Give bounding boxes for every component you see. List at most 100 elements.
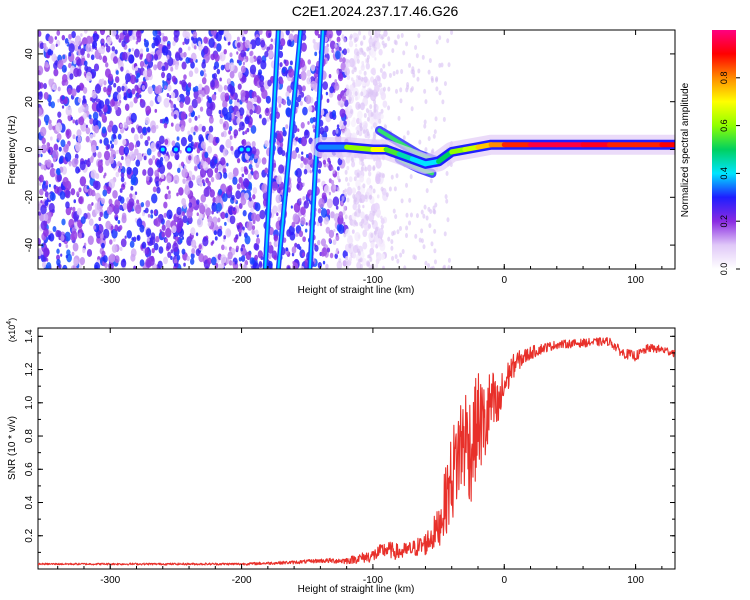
noise-speck <box>188 170 193 178</box>
noise-speck <box>337 41 341 47</box>
noise-speck <box>323 216 329 225</box>
noise-speck <box>279 142 284 148</box>
noise-speck <box>236 157 241 164</box>
noise-speck <box>210 30 217 36</box>
noise-speck <box>217 217 221 223</box>
noise-speck <box>115 171 120 178</box>
noise-speck <box>112 154 116 158</box>
noise-speck <box>326 98 330 103</box>
noise-speck <box>390 245 394 251</box>
noise-speck <box>85 124 89 129</box>
noise-speck <box>374 202 380 211</box>
noise-speck <box>352 203 357 211</box>
noise-speck <box>239 121 245 131</box>
noise-speck <box>422 244 426 250</box>
noise-speck <box>253 96 258 103</box>
noise-speck <box>227 78 230 83</box>
noise-speck <box>423 119 427 125</box>
noise-speck <box>154 217 161 227</box>
noise-speck <box>169 94 172 99</box>
noise-speck <box>44 191 49 198</box>
snr-y-ticks: 0.2 0.4 0.6 0.8 1.0 1.2 1.4 <box>24 329 675 553</box>
noise-speck <box>41 137 46 145</box>
noise-speck <box>85 127 91 135</box>
noise-speck <box>343 99 349 107</box>
noise-speck <box>242 61 245 66</box>
noise-speck <box>249 56 255 64</box>
noise-speck <box>430 77 434 83</box>
noise-speck <box>375 226 379 232</box>
noise-speck <box>38 70 41 76</box>
noise-speck <box>246 221 253 231</box>
noise-speck <box>373 230 377 236</box>
noise-speck <box>328 229 335 239</box>
noise-speck <box>136 78 139 83</box>
noise-speck <box>198 202 204 211</box>
noise-speck <box>51 78 54 83</box>
noise-speck <box>103 185 107 190</box>
noise-speck <box>207 133 214 143</box>
noise-speck <box>278 103 282 108</box>
noise-speck <box>345 176 349 182</box>
noise-speck <box>329 34 332 39</box>
noise-speck <box>115 70 119 75</box>
noise-speck <box>178 93 185 104</box>
noise-speck <box>216 43 222 52</box>
noise-speck <box>250 125 257 134</box>
noise-speck <box>310 80 317 91</box>
noise-speck <box>332 168 336 174</box>
noise-speck <box>135 204 142 215</box>
noise-speck <box>219 51 226 62</box>
noise-speck <box>48 183 51 188</box>
noise-speck <box>126 166 132 175</box>
noise-speck <box>46 142 50 148</box>
noise-speck <box>48 35 54 44</box>
noise-speck <box>42 180 46 186</box>
noise-speck <box>246 127 250 133</box>
noise-speck <box>99 139 103 144</box>
noise-speck <box>102 189 108 197</box>
noise-speck <box>312 38 316 44</box>
noise-speck <box>428 58 432 64</box>
noise-speck <box>251 141 256 148</box>
noise-speck <box>98 216 102 222</box>
noise-speck <box>243 30 249 35</box>
noise-speck <box>244 59 247 63</box>
noise-speck <box>188 70 194 78</box>
noise-speck <box>116 93 122 101</box>
noise-speck <box>260 59 267 70</box>
spectral-blob-core <box>173 147 178 152</box>
noise-speck <box>229 52 233 58</box>
noise-speck <box>344 169 348 175</box>
noise-speck <box>347 235 353 245</box>
noise-speck <box>242 226 245 231</box>
noise-speck <box>380 224 384 230</box>
noise-speck <box>251 229 256 235</box>
noise-speck <box>62 264 68 269</box>
noise-speck <box>228 99 233 105</box>
noise-speck <box>254 254 259 261</box>
noise-speck <box>70 206 73 211</box>
noise-speck <box>352 79 355 84</box>
noise-speck <box>358 129 363 137</box>
noise-speck <box>299 197 302 202</box>
noise-speck <box>98 55 103 61</box>
noise-speck <box>401 249 405 255</box>
noise-speck <box>50 101 56 109</box>
noise-speck <box>360 41 364 47</box>
noise-speck <box>213 72 218 79</box>
noise-speck <box>216 202 222 212</box>
noise-speck <box>325 263 329 269</box>
noise-speck <box>360 211 365 219</box>
noise-speck <box>128 197 135 208</box>
noise-speck <box>136 218 143 228</box>
noise-speck <box>408 197 412 203</box>
noise-speck <box>394 40 398 46</box>
noise-speck <box>82 86 88 94</box>
noise-speck <box>109 99 115 107</box>
noise-speck <box>190 126 195 134</box>
noise-speck <box>151 193 158 204</box>
noise-speck <box>261 183 268 194</box>
noise-speck <box>233 198 237 203</box>
noise-speck <box>314 30 319 36</box>
